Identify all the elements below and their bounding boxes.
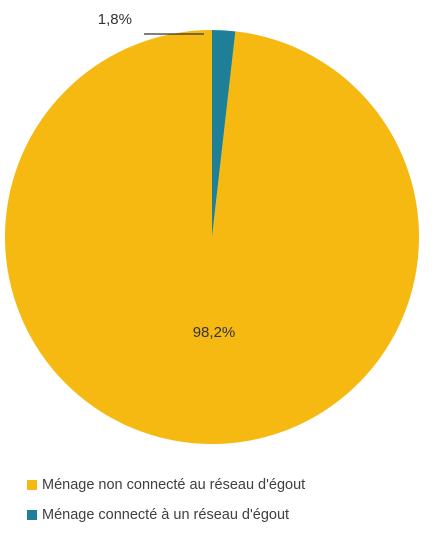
pie-slices (4, 30, 420, 444)
legend-label-connected: Ménage connecté à un réseau d'égout (42, 507, 290, 523)
legend-label-non-connected: Ménage non connecté au réseau d'égout (42, 477, 306, 493)
data-label-non-connected: 98,2% (193, 324, 236, 341)
legend-swatch-connected (27, 510, 37, 520)
legend-item-connected: Ménage connecté à un réseau d'égout (27, 500, 305, 530)
legend-swatch-non-connected (27, 480, 37, 490)
pie-chart: 98,2% 1,8% (4, 11, 420, 444)
legend-item-non-connected: Ménage non connecté au réseau d'égout (27, 470, 305, 500)
pie-slice-non-connected (4, 30, 420, 444)
legend: Ménage non connecté au réseau d'égout Mé… (27, 470, 305, 530)
pie-slice-connected (212, 30, 236, 237)
data-label-connected: 1,8% (98, 11, 132, 28)
